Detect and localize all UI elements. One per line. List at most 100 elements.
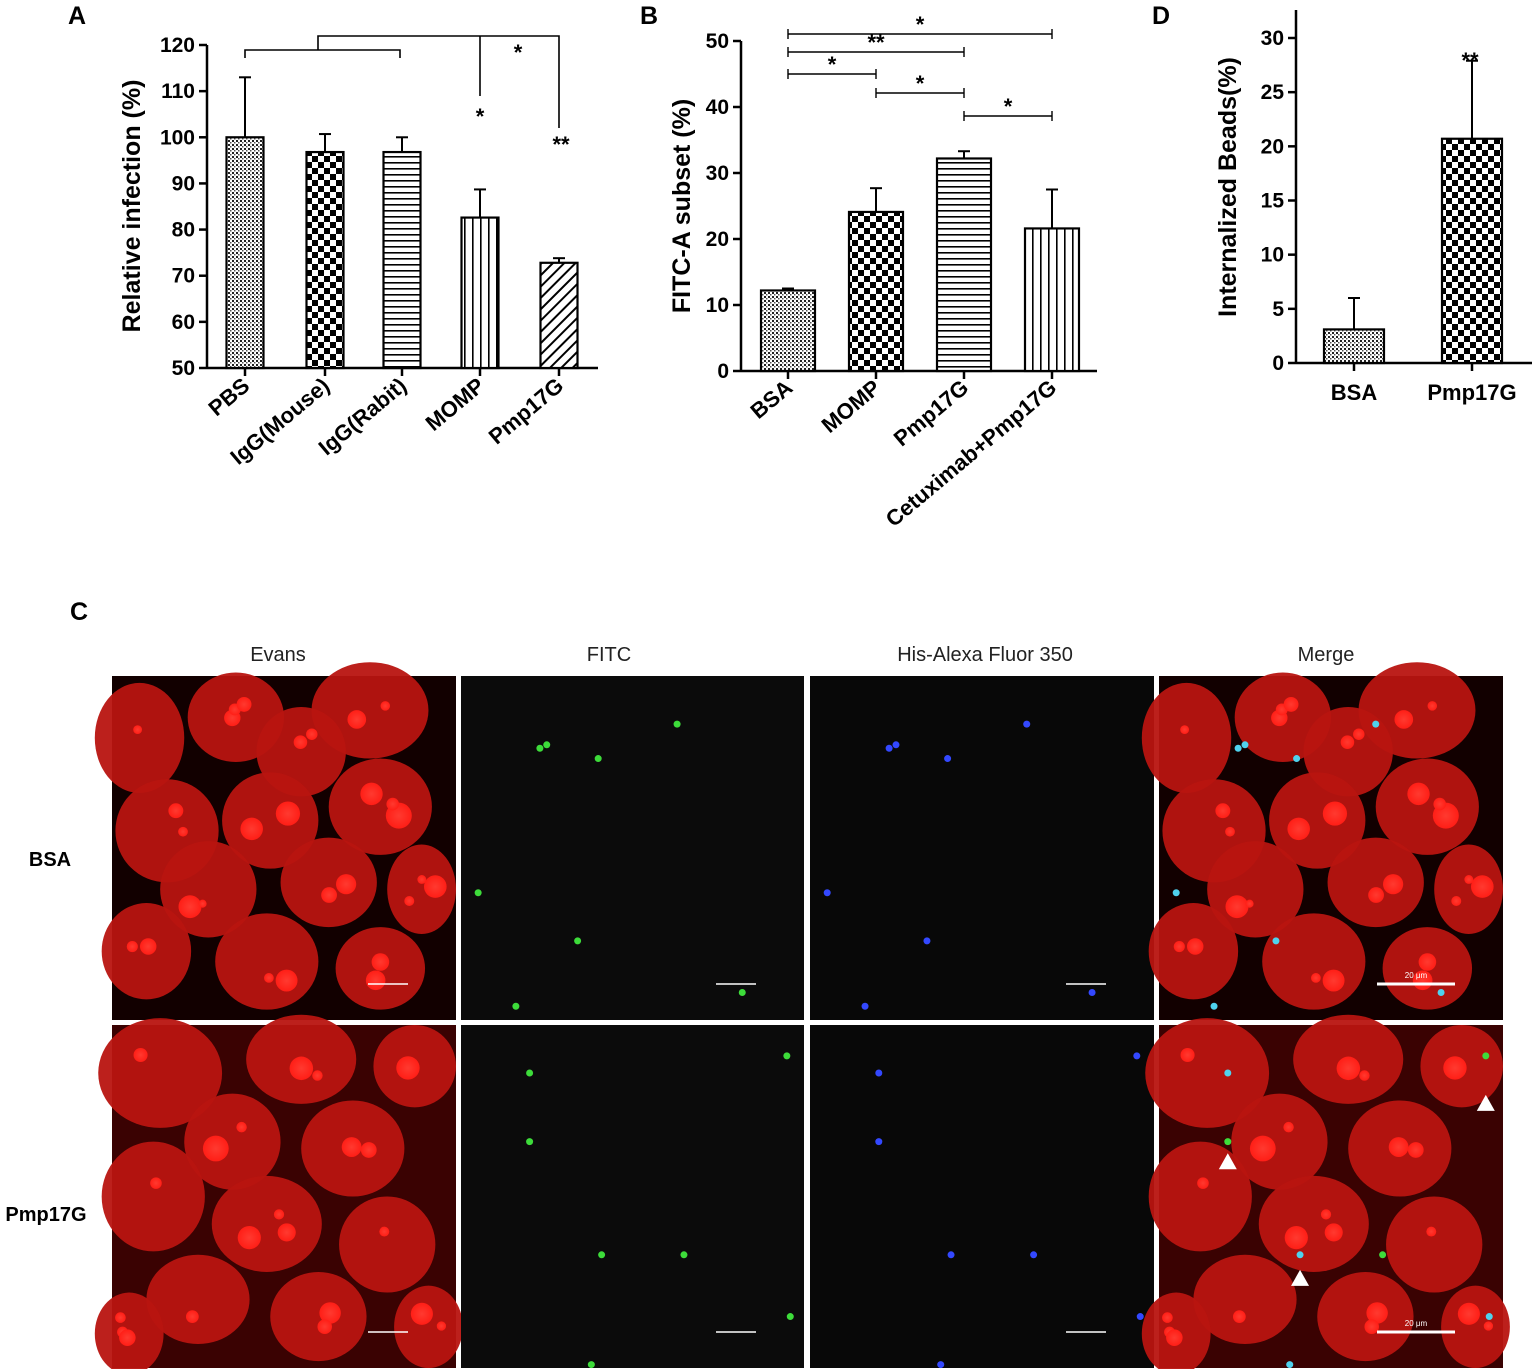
y-tick-label: 120 — [160, 34, 195, 57]
nucleolus — [1366, 1302, 1388, 1324]
nucleolus — [1180, 725, 1190, 735]
bar — [759, 289, 817, 373]
nucleolus — [1215, 803, 1231, 819]
column-header-alexa: His-Alexa Fluor 350 — [897, 644, 1073, 666]
chart-d-ylabel: Internalized Beads(%) — [1214, 57, 1242, 317]
y-tick-label: 5 — [1272, 298, 1284, 321]
nucleolus — [1433, 797, 1447, 811]
cell — [328, 758, 432, 855]
cell — [394, 1285, 463, 1368]
significance-bracket — [317, 35, 560, 128]
nucleolus — [1388, 1137, 1409, 1157]
alexa-bead — [1030, 1251, 1038, 1259]
fitc-bead — [512, 1002, 520, 1010]
y-tick-label: 110 — [161, 80, 195, 103]
x-tick-label: PBS — [203, 373, 254, 421]
merge-bead — [1482, 1052, 1490, 1060]
image-alexa — [810, 1025, 1154, 1369]
cell — [94, 682, 185, 793]
nucleolus — [1483, 1321, 1494, 1331]
nucleolus — [237, 1226, 261, 1250]
nucleolus — [410, 1302, 433, 1325]
alexa-bead — [861, 1002, 869, 1010]
fitc-bead — [543, 741, 551, 749]
alexa-bead — [923, 937, 931, 945]
merge-bead — [1372, 720, 1380, 728]
significance-label: * — [828, 52, 837, 77]
nucleolus — [275, 969, 298, 992]
merge-bead — [1485, 1313, 1493, 1321]
merge-bead — [1224, 1138, 1232, 1146]
row-header-bsa: BSA — [29, 849, 71, 871]
significance-label: * — [476, 104, 485, 129]
nucleolus — [236, 1121, 247, 1133]
y-tick-label: 15 — [1261, 190, 1285, 213]
nucleolus — [321, 887, 337, 903]
nucleolus — [341, 1137, 362, 1157]
nucleolus — [1471, 875, 1494, 898]
cell — [1441, 1285, 1510, 1368]
x-tick-label: MOMP — [421, 373, 490, 436]
x-tick-label: Pmp17G — [889, 375, 973, 452]
bar — [460, 216, 500, 370]
merge-bead — [1296, 1251, 1304, 1259]
cell — [215, 913, 319, 1010]
scale-bar-label: 20 μm — [1405, 1319, 1428, 1328]
nucleolus — [1322, 969, 1345, 992]
cell — [211, 1175, 322, 1272]
nucleolus — [1451, 896, 1462, 906]
alexa-bead — [1088, 988, 1096, 996]
y-tick-label: 30 — [1261, 27, 1284, 50]
nucleolus — [1324, 1223, 1343, 1242]
y-tick-label: 50 — [706, 30, 729, 53]
x-tick-label: Pmp17G — [1427, 380, 1516, 405]
nucleolus — [1427, 701, 1438, 711]
nucleolus — [1457, 1302, 1480, 1325]
bar — [305, 150, 345, 370]
x-tick-label: BSA — [746, 375, 798, 424]
alexa-bead — [892, 741, 900, 749]
nucleolus — [273, 1209, 285, 1220]
nucleolus — [379, 1226, 390, 1237]
y-tick-label: 20 — [1261, 135, 1284, 158]
nucleolus — [240, 817, 263, 841]
column-header-evans: Evans — [250, 644, 306, 666]
fitc-bead — [536, 744, 544, 752]
alexa-bead — [944, 755, 952, 763]
y-tick-label: 0 — [717, 360, 729, 383]
nucleolus — [1173, 940, 1185, 953]
nucleolus — [1382, 874, 1404, 895]
nucleolus — [1225, 895, 1249, 919]
nucleolus — [1249, 1135, 1276, 1162]
nucleolus — [1359, 1070, 1370, 1081]
bar — [935, 157, 993, 373]
merge-bead — [1234, 744, 1242, 752]
nucleolus — [1364, 1319, 1379, 1334]
nucleolus — [396, 1056, 420, 1080]
column-header-fitc: FITC — [587, 644, 631, 666]
nucleolus — [1283, 1121, 1294, 1133]
merge-bead — [1210, 1002, 1218, 1010]
nucleolus — [139, 938, 157, 955]
nucleolus — [277, 1223, 296, 1242]
cell — [1386, 1196, 1483, 1293]
nucleolus — [1225, 826, 1235, 837]
nucleolus — [1394, 710, 1414, 729]
nucleolus — [335, 874, 357, 895]
nucleolus — [293, 735, 308, 749]
nucleolus — [1232, 1310, 1246, 1323]
fitc-image-background — [461, 676, 804, 1020]
chart-b-ylabel: FITC-A subset (%) — [668, 99, 696, 313]
nucleolus — [386, 797, 400, 811]
cell — [280, 837, 377, 928]
alexa-bead — [1133, 1052, 1141, 1060]
nucleolus — [1283, 697, 1299, 712]
merge-bead — [1224, 1069, 1232, 1077]
alexa-bead — [1136, 1313, 1144, 1321]
y-tick-label: 40 — [706, 96, 729, 119]
nucleolus — [1368, 887, 1384, 903]
y-tick-label: 10 — [706, 294, 729, 317]
panel-label-d: D — [1152, 2, 1170, 30]
nucleolus — [168, 803, 184, 819]
row-header-pmp17g: Pmp17G — [5, 1204, 86, 1226]
